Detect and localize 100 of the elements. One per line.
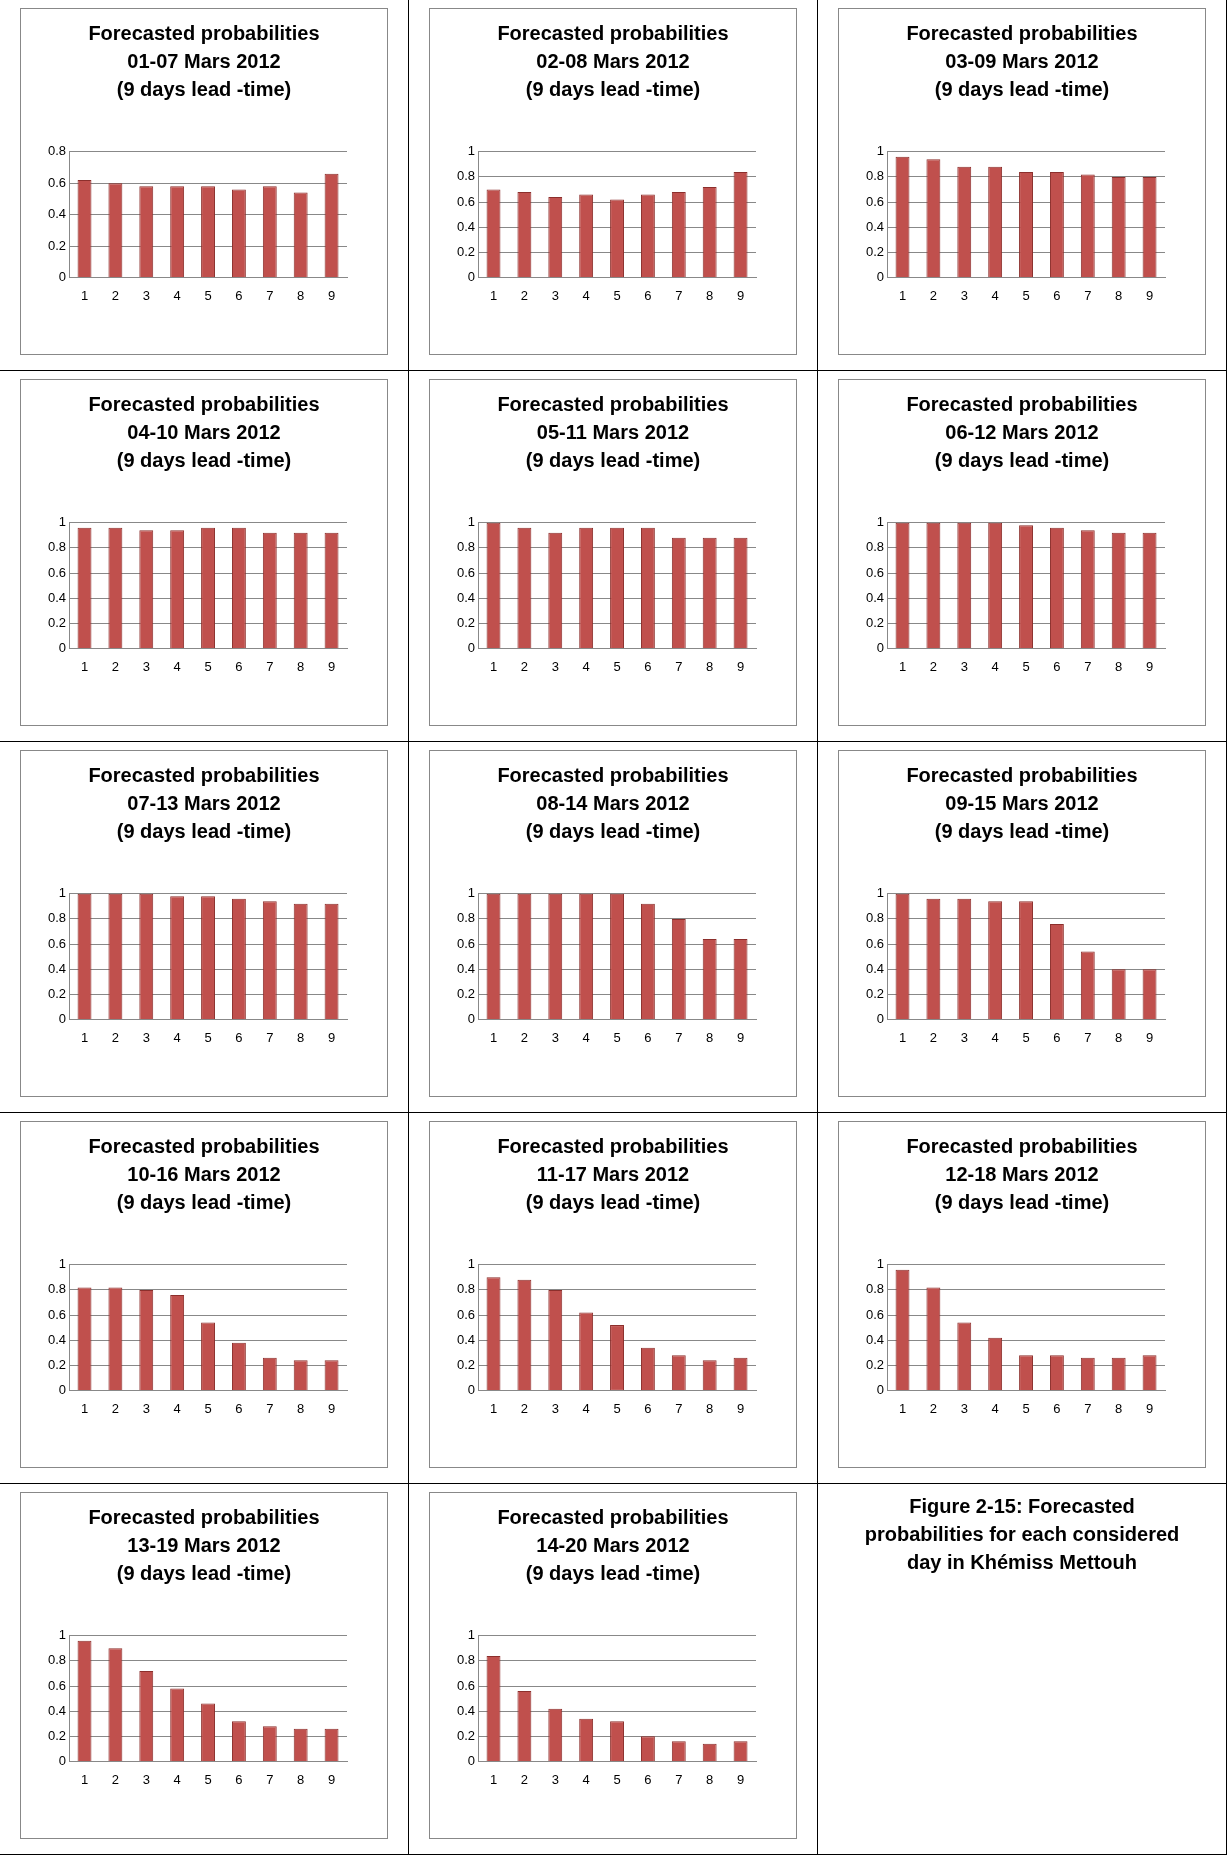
x-tick-label: 3 (551, 1029, 559, 1045)
chart-title: Forecasted probabilities 07-13 Mars 2012 (9 days lead -time) (87, 763, 321, 844)
x-tick-label: 2 (111, 1029, 120, 1045)
x-tick-label: 7 (266, 1029, 274, 1045)
x-tick-label: 1 (489, 1029, 498, 1045)
y-tick-label: 0 (58, 1010, 67, 1026)
y-tick-label: 0.2 (865, 614, 885, 630)
x-tick-label: 3 (142, 1771, 150, 1787)
y-tick-label: 0.6 (865, 193, 885, 209)
chart-title: Forecasted probabilities 10-16 Mars 2012 (9 days lead -time) (87, 1134, 321, 1215)
y-tick-label: 0 (876, 1381, 885, 1397)
x-tick-label: 6 (644, 658, 652, 674)
y-tick-label: 0.6 (47, 564, 67, 580)
x-tick-label: 6 (235, 1029, 243, 1045)
y-tick-label: 0 (467, 1010, 476, 1026)
y-tick-label: 0.6 (47, 1306, 67, 1322)
x-tick-label: 2 (520, 1771, 529, 1787)
x-tick-label: 6 (1053, 287, 1061, 303)
x-tick-label: 5 (1022, 1029, 1030, 1045)
x-tick-label: 4 (582, 287, 590, 303)
x-tick-label: 9 (1145, 658, 1154, 674)
x-tick-label: 1 (80, 1029, 89, 1045)
x-tick-label: 8 (706, 658, 714, 674)
y-tick-label: 0.8 (47, 143, 67, 159)
x-tick-label: 6 (235, 287, 243, 303)
y-tick-label: 0.4 (47, 1331, 67, 1347)
y-tick-label: 0.6 (456, 1306, 476, 1322)
chart-title: Forecasted probabilities 02-08 Mars 2012 (9 days lead -time) (496, 21, 730, 102)
y-tick-label: 1 (467, 885, 476, 901)
x-tick-label: 2 (929, 658, 938, 674)
x-tick-label: 8 (706, 1029, 714, 1045)
x-tick-label: 6 (1053, 1400, 1061, 1416)
x-tick-label: 1 (80, 1771, 89, 1787)
x-tick-label: 4 (582, 1029, 590, 1045)
x-tick-label: 8 (706, 287, 714, 303)
x-tick-label: 2 (111, 287, 120, 303)
y-tick-label: 0.6 (456, 564, 476, 580)
x-tick-label: 2 (929, 1400, 938, 1416)
y-tick-label: 1 (467, 143, 476, 159)
y-tick-label: 0 (467, 1381, 476, 1397)
y-tick-label: 1 (467, 1627, 476, 1643)
y-tick-label: 0.2 (456, 614, 476, 630)
y-tick-label: 1 (876, 885, 885, 901)
x-tick-label: 5 (204, 1771, 212, 1787)
y-tick-label: 0.4 (456, 218, 476, 234)
x-tick-label: 6 (235, 658, 243, 674)
x-tick-label: 2 (929, 1029, 938, 1045)
x-tick-label: 1 (489, 287, 498, 303)
x-tick-label: 9 (736, 658, 745, 674)
x-tick-label: 9 (327, 1029, 336, 1045)
y-tick-label: 0.8 (47, 1281, 67, 1297)
x-tick-label: 7 (1084, 1400, 1092, 1416)
x-tick-label: 7 (266, 1771, 274, 1787)
y-tick-label: 0.8 (865, 1281, 885, 1297)
x-tick-label: 6 (235, 1771, 243, 1787)
y-tick-label: 0.8 (865, 910, 885, 926)
x-tick-label: 2 (111, 1771, 120, 1787)
y-tick-label: 1 (467, 514, 476, 530)
x-tick-label: 3 (551, 1400, 559, 1416)
y-tick-label: 0.4 (865, 1331, 885, 1347)
x-tick-label: 1 (80, 658, 89, 674)
x-tick-label: 4 (991, 658, 999, 674)
chart-title: Forecasted probabilities 05-11 Mars 2012 (9 days lead -time) (496, 392, 730, 473)
y-tick-label: 0.6 (47, 1677, 67, 1693)
y-tick-label: 0 (467, 639, 476, 655)
x-tick-label: 3 (551, 287, 559, 303)
x-tick-label: 8 (706, 1400, 714, 1416)
x-tick-label: 3 (142, 1029, 150, 1045)
y-tick-label: 0.4 (865, 589, 885, 605)
y-tick-label: 0.4 (47, 589, 67, 605)
x-tick-label: 4 (173, 1400, 181, 1416)
x-tick-label: 5 (1022, 658, 1030, 674)
y-tick-label: 0.8 (456, 539, 476, 555)
chart-title: Forecasted probabilities 14-20 Mars 2012 (9 days lead -time) (496, 1505, 730, 1586)
chart-title: Forecasted probabilities 11-17 Mars 2012 (9 days lead -time) (496, 1134, 730, 1215)
x-tick-label: 3 (960, 287, 968, 303)
x-tick-label: 4 (991, 1029, 999, 1045)
x-tick-label: 7 (266, 1400, 274, 1416)
y-tick-label: 1 (876, 143, 885, 159)
y-tick-label: 0.8 (47, 910, 67, 926)
y-tick-label: 0 (58, 639, 67, 655)
x-tick-label: 4 (582, 1400, 590, 1416)
y-tick-label: 0.6 (456, 193, 476, 209)
x-tick-label: 6 (235, 1400, 243, 1416)
x-tick-label: 4 (991, 287, 999, 303)
x-tick-label: 5 (204, 1400, 212, 1416)
y-tick-label: 1 (58, 1627, 67, 1643)
x-tick-label: 8 (1115, 1400, 1123, 1416)
y-tick-label: 0.8 (456, 910, 476, 926)
y-tick-label: 1 (58, 514, 67, 530)
x-tick-label: 8 (297, 287, 305, 303)
x-tick-label: 4 (173, 658, 181, 674)
x-tick-label: 1 (898, 1029, 907, 1045)
x-tick-label: 7 (675, 1771, 683, 1787)
x-tick-label: 7 (1084, 1029, 1092, 1045)
x-tick-label: 2 (111, 1400, 120, 1416)
y-tick-label: 0 (876, 639, 885, 655)
x-tick-label: 5 (204, 287, 212, 303)
y-tick-label: 0 (876, 268, 885, 284)
y-tick-label: 0.4 (865, 960, 885, 976)
